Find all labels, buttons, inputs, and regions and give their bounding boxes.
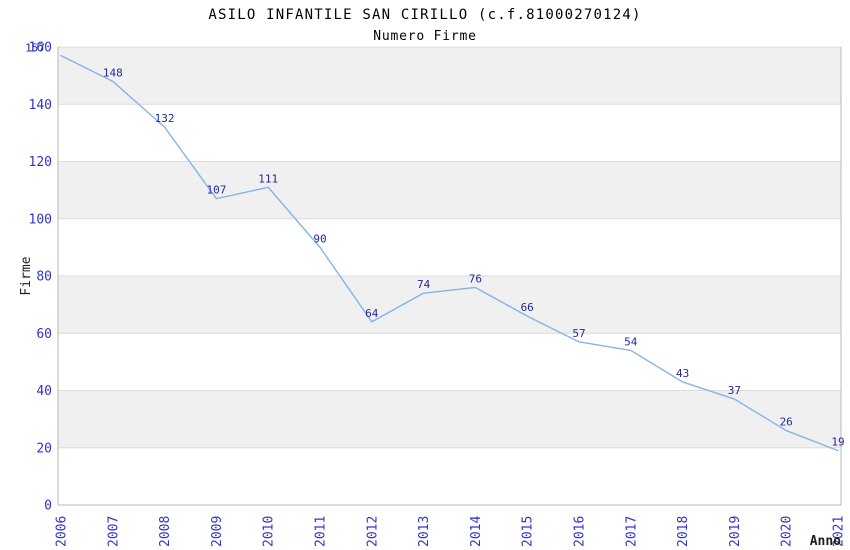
y-tick-label: 40 (36, 384, 52, 399)
x-tick-label: 2006 (55, 516, 70, 547)
data-point-label: 111 (258, 172, 278, 185)
y-tick-label: 100 (29, 212, 52, 227)
data-point-label: 26 (780, 416, 793, 429)
x-tick-label: 2014 (469, 516, 484, 547)
plot-band (58, 161, 841, 219)
x-tick-label: 2016 (573, 516, 588, 547)
x-tick-label: 2012 (365, 516, 380, 547)
data-point-label: 157 (25, 42, 45, 55)
data-point-label: 43 (676, 367, 689, 380)
data-point-label: 74 (417, 278, 431, 291)
y-tick-label: 120 (29, 155, 52, 170)
data-point-label: 54 (624, 335, 638, 348)
data-point-label: 76 (469, 272, 482, 285)
y-tick-label: 80 (36, 270, 52, 285)
plot-band (58, 47, 841, 105)
x-tick-label: 2015 (521, 516, 536, 547)
x-tick-label: 2018 (676, 516, 691, 547)
data-point-label: 90 (313, 232, 326, 245)
y-tick-label: 160 (29, 41, 52, 56)
chart-title: ASILO INFANTILE SAN CIRILLO (c.f.8100027… (208, 7, 641, 23)
x-tick-label: 2009 (210, 516, 225, 547)
x-tick-label: 2013 (417, 516, 432, 547)
chart-subtitle: Numero Firme (373, 29, 477, 44)
x-tick-label: 2020 (780, 516, 795, 547)
x-tick-label: 2010 (262, 516, 277, 547)
x-tick-label: 2019 (728, 516, 743, 547)
x-axis-title: Anno (810, 534, 841, 549)
data-point-label: 64 (365, 307, 379, 320)
y-axis-title: Firme (19, 256, 34, 295)
y-tick-label: 140 (29, 98, 52, 113)
plot-area: 0 20 40 60 80 100 120 140 160 2006 2007 2008 2009 201… (19, 41, 847, 550)
data-point-label: 19 (831, 436, 844, 449)
data-point-label: 57 (572, 327, 585, 340)
trend-line (60, 54, 839, 452)
x-tick-label: 2011 (314, 516, 329, 547)
data-point-label: 66 (521, 301, 534, 314)
x-tick-label: 2008 (158, 516, 173, 547)
data-point-label: 148 (103, 66, 123, 79)
x-tick-label: 2017 (624, 516, 639, 547)
x-tick-label: 2021 (832, 516, 847, 547)
plot-band (58, 390, 841, 448)
y-tick-label: 0 (44, 499, 52, 514)
y-tick-label: 20 (36, 441, 52, 456)
data-point-label: 107 (206, 184, 226, 197)
y-tick-label: 60 (36, 327, 52, 342)
plot-band (58, 276, 841, 334)
data-point-label: 37 (728, 384, 741, 397)
data-point-label: 132 (155, 112, 175, 125)
x-tick-label: 2007 (106, 516, 121, 547)
